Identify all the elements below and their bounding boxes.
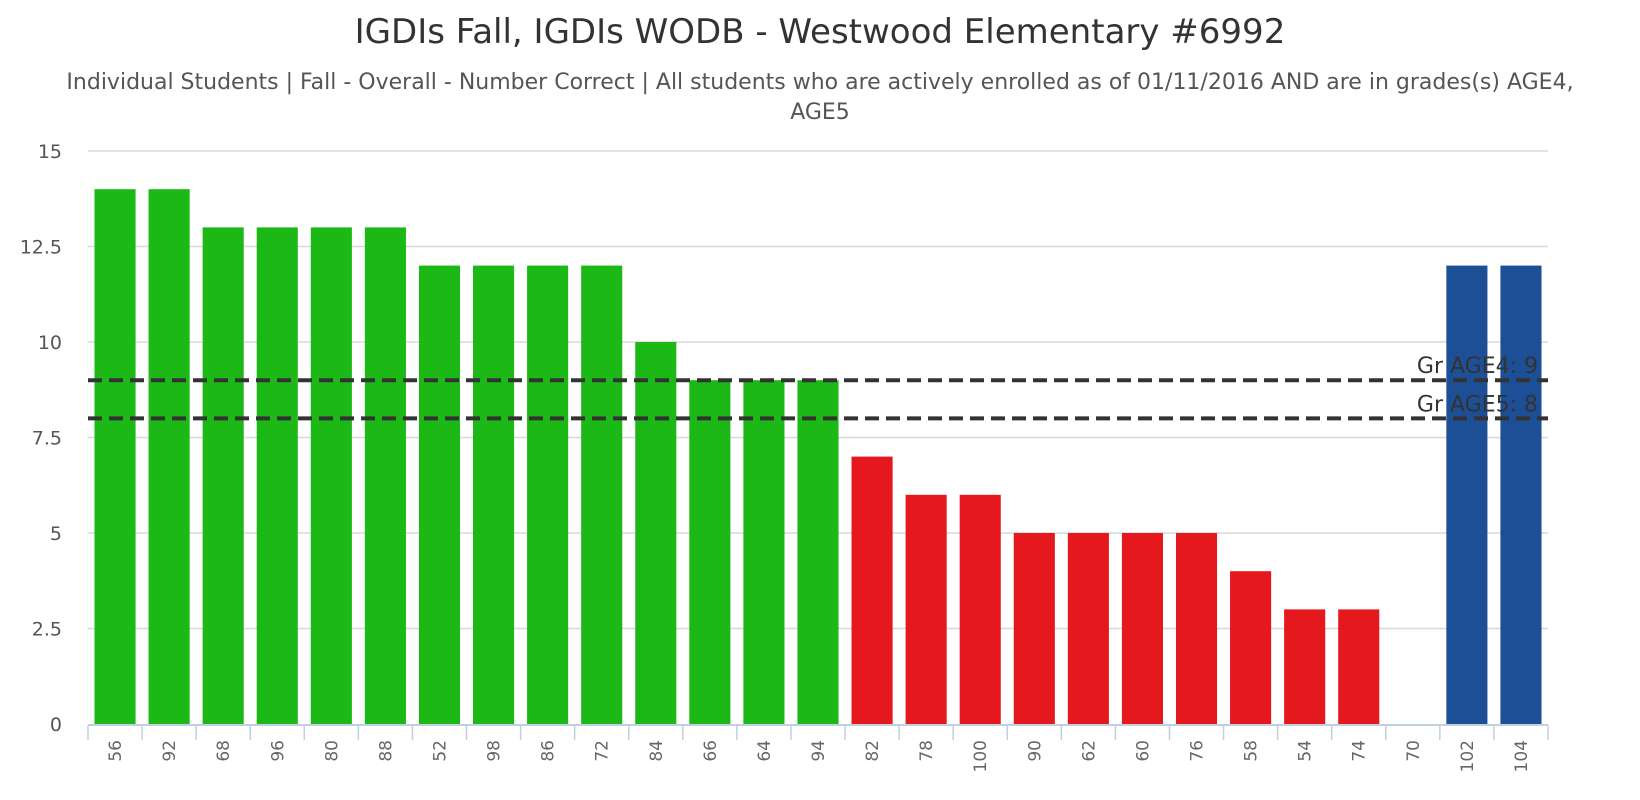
bar[interactable] [94, 189, 136, 724]
bar[interactable] [1067, 533, 1109, 724]
bar[interactable] [581, 265, 623, 724]
y-axis-ticks: 0 2.5 5 7.5 10 12.5 15 [20, 141, 62, 736]
x-tick-label: 76 [1188, 740, 1208, 762]
bar[interactable] [851, 456, 893, 724]
bar[interactable] [1121, 533, 1163, 724]
bar[interactable] [797, 380, 839, 724]
x-tick-label: 58 [1242, 740, 1262, 762]
bar[interactable] [310, 227, 352, 724]
bar[interactable] [635, 342, 677, 724]
x-tick-label: 102 [1458, 740, 1478, 772]
x-tick-label: 52 [430, 740, 450, 762]
bar[interactable] [1013, 533, 1055, 724]
chart-title: IGDIs Fall, IGDIs WODB - Westwood Elemen… [354, 12, 1286, 52]
bar[interactable] [1284, 609, 1326, 724]
bar[interactable] [689, 380, 731, 724]
y-tick-label: 0 [50, 714, 62, 736]
x-axis: 56 92 68 96 80 88 52 98 86 72 84 66 64 94 82 78 100 90 62 6… [87, 724, 1549, 772]
x-tick-label: 78 [917, 740, 937, 762]
bars [94, 189, 1542, 724]
x-tick-label: 94 [809, 740, 829, 762]
chart-subtitle-line2: AGE5 [790, 100, 850, 125]
x-tick-label: 100 [971, 740, 991, 772]
x-tick-label: 86 [539, 740, 559, 762]
y-tick-label: 5 [50, 523, 62, 545]
x-tick-label: 72 [593, 740, 613, 762]
bar[interactable] [743, 380, 785, 724]
x-tick-label: 62 [1079, 740, 1099, 762]
x-tick-label: 56 [106, 740, 126, 762]
bar[interactable] [473, 265, 515, 724]
x-tick-label: 74 [1350, 740, 1370, 762]
bar[interactable] [364, 227, 406, 724]
x-tick-label: 68 [214, 740, 234, 762]
y-tick-label: 2.5 [32, 619, 62, 641]
bar[interactable] [202, 227, 244, 724]
benchmark-lines: Gr AGE4: 9 Gr AGE5: 8 [88, 354, 1548, 421]
x-tick-label: 96 [268, 740, 288, 762]
chart-subtitle-line1: Individual Students | Fall - Overall - N… [66, 70, 1574, 95]
chart-subtitle: Individual Students | Fall - Overall - N… [0, 68, 1640, 128]
x-tick-label: 90 [1025, 740, 1045, 762]
y-tick-label: 15 [38, 141, 62, 163]
bar[interactable] [418, 265, 461, 724]
bar[interactable] [1338, 609, 1380, 724]
x-tick-label: 66 [701, 740, 721, 762]
x-tick-label: 60 [1133, 740, 1153, 762]
y-tick-label: 7.5 [32, 428, 62, 450]
x-tick-label: 84 [647, 740, 667, 762]
bar[interactable] [1446, 265, 1488, 724]
y-tick-label: 12.5 [20, 237, 62, 259]
x-tick-label: 82 [863, 740, 883, 762]
bar[interactable] [527, 265, 569, 724]
bar[interactable] [256, 227, 298, 724]
bar[interactable] [1230, 571, 1272, 724]
y-tick-label: 10 [38, 332, 62, 354]
bar[interactable] [905, 494, 947, 724]
x-tick-label: 104 [1512, 740, 1532, 772]
x-tick-label: 64 [755, 740, 775, 762]
bar[interactable] [959, 494, 1001, 724]
x-tick-label: 54 [1296, 740, 1316, 762]
benchmark-label: Gr AGE5: 8 [1417, 392, 1538, 417]
x-tick-label: 98 [485, 740, 505, 762]
x-tick-label: 70 [1404, 740, 1424, 762]
bar[interactable] [1500, 265, 1542, 724]
bar[interactable] [148, 189, 190, 724]
bar[interactable] [1175, 533, 1218, 724]
x-tick-label: 88 [376, 740, 396, 762]
x-tick-label: 80 [322, 740, 342, 762]
x-tick-label: 92 [160, 740, 180, 762]
benchmark-label: Gr AGE4: 9 [1417, 354, 1538, 379]
